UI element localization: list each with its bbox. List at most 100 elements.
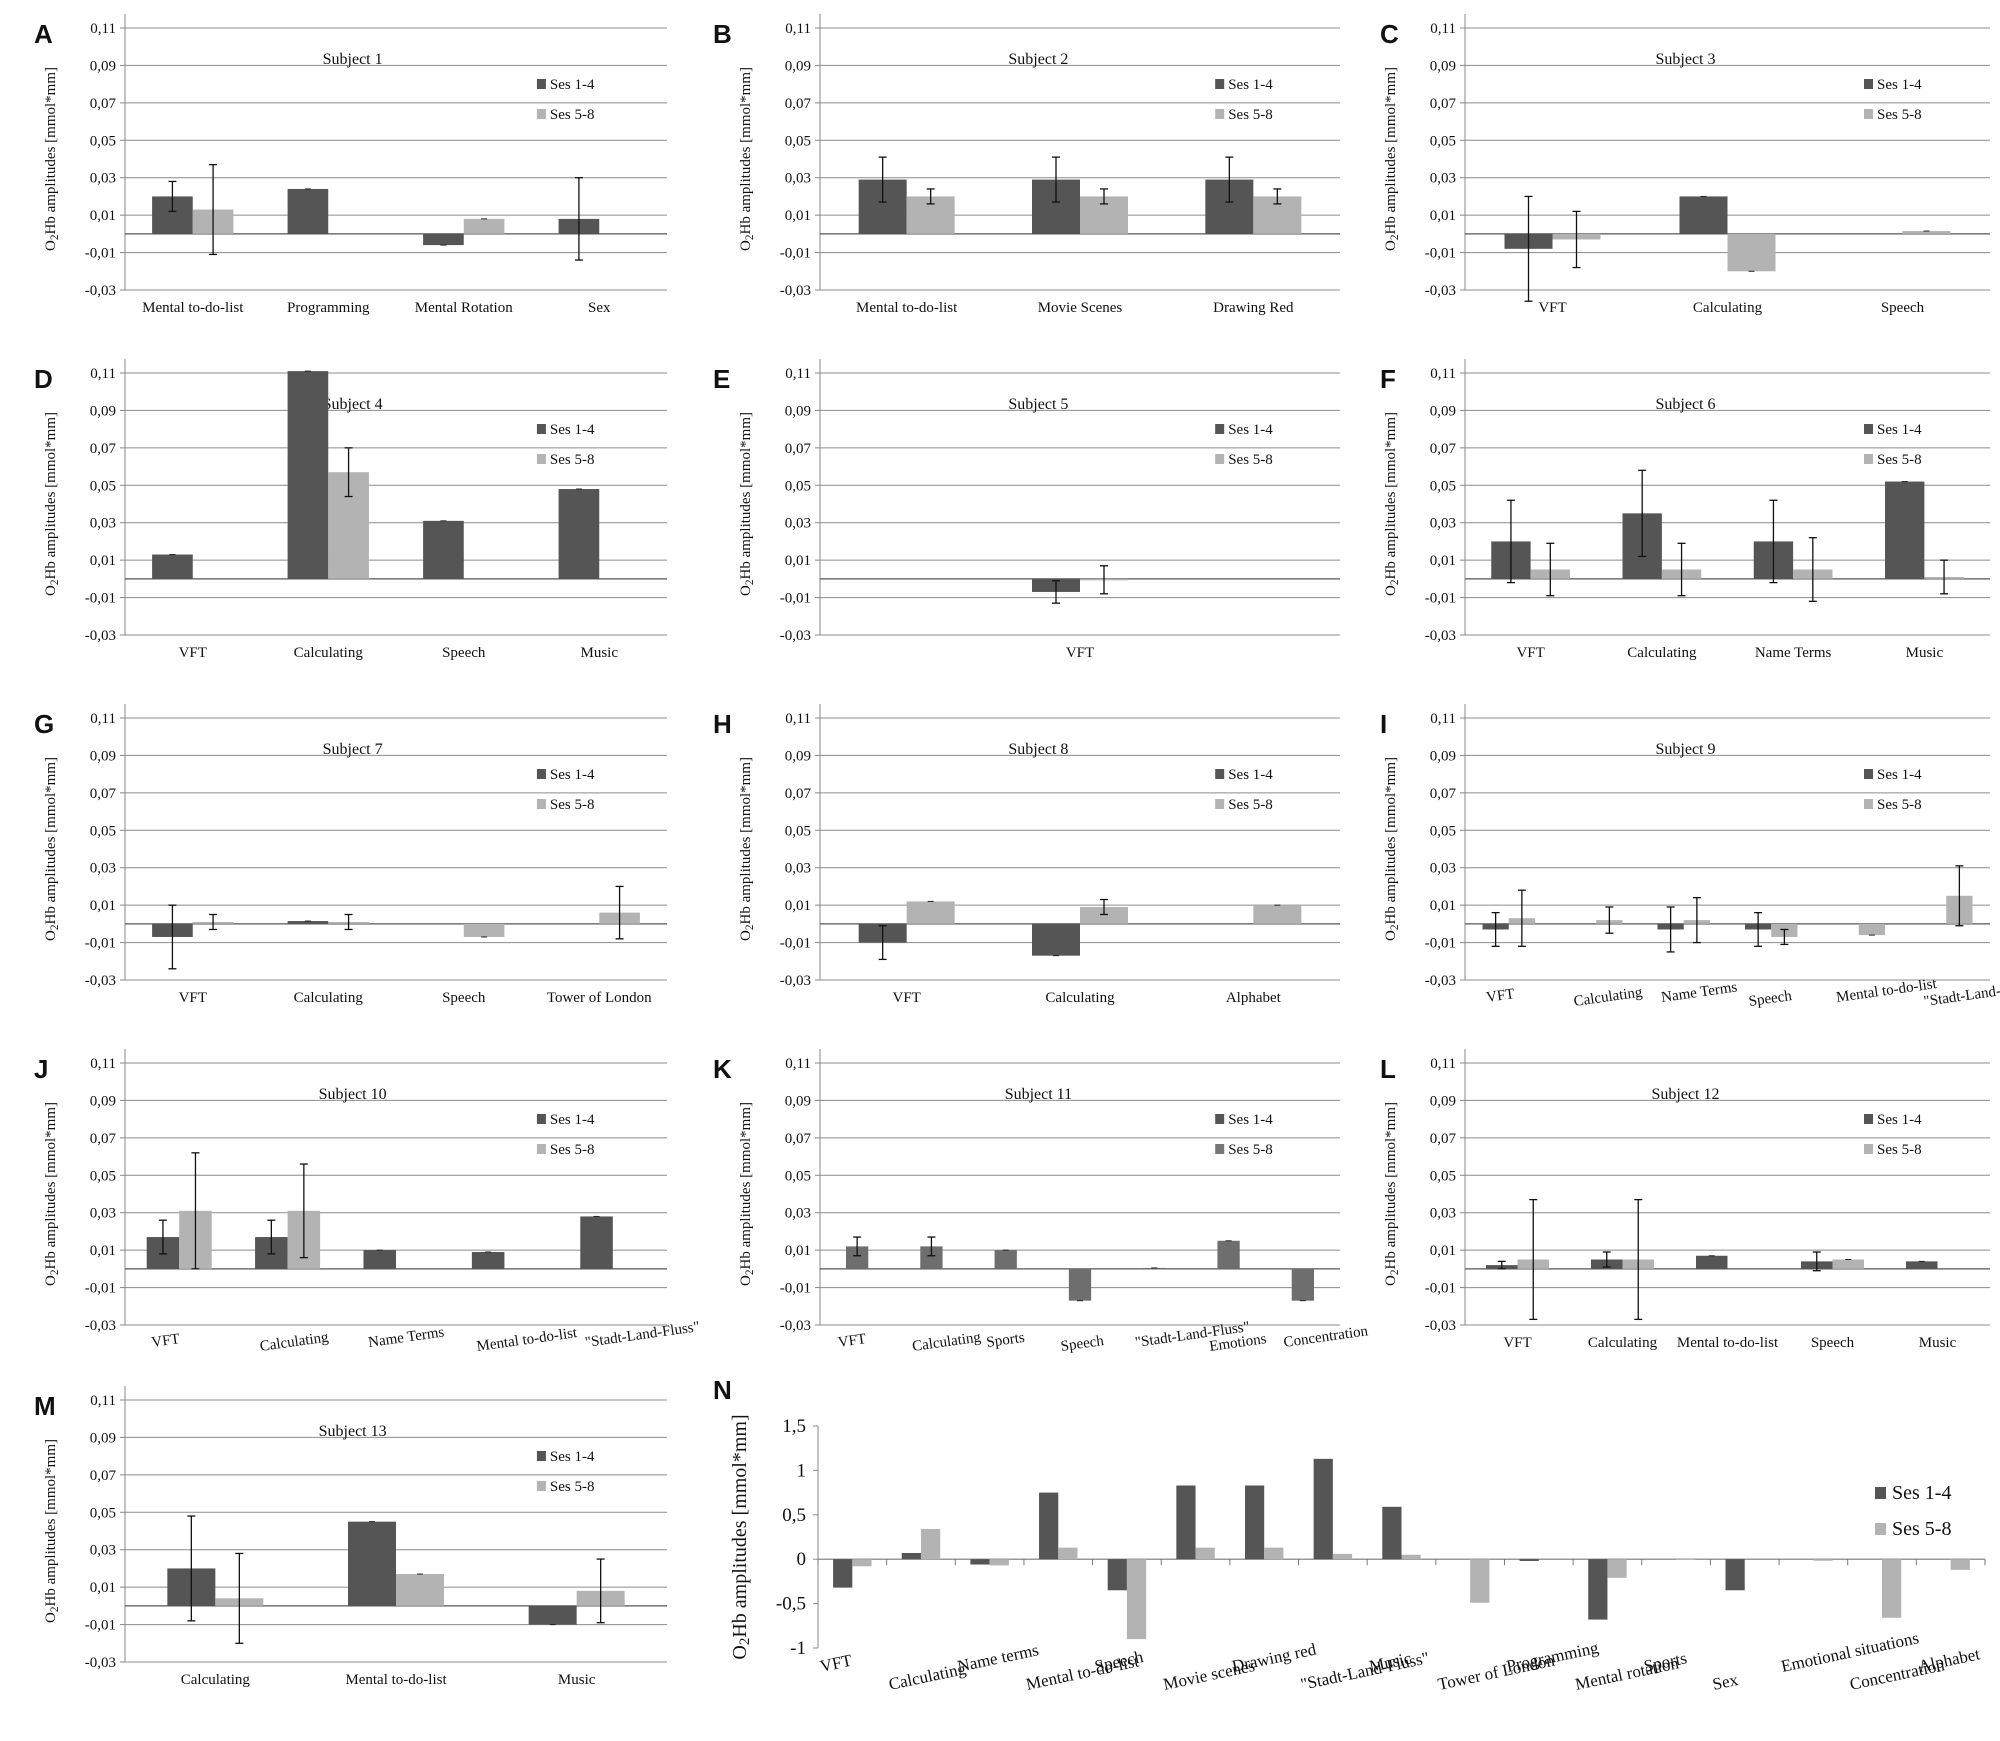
legend-swatch-ses-5-8 (1864, 799, 1873, 809)
y-tick-label: -0,01 (85, 1281, 116, 1297)
y-tick-label: 0,07 (90, 1468, 117, 1484)
x-tick-label: Programming (287, 300, 370, 316)
y-tick-label: -0,03 (85, 283, 116, 299)
x-tick-label: Tower of London (547, 990, 652, 1006)
y-axis-label: O2Hb amplitudes [mmol*mm] (43, 1102, 61, 1286)
x-tick-label: Music (581, 645, 619, 661)
x-tick-label: Sports (985, 1330, 1025, 1351)
bar-ses-5-8 (1813, 1559, 1833, 1561)
bar-ses-5-8 (906, 901, 955, 924)
bar-ses-5-8 (1332, 1553, 1353, 1560)
x-tick-label: Mental to-do-list (142, 300, 244, 316)
x-tick-label: Mental to-do-list (1677, 1335, 1779, 1351)
legend-swatch-ses-1-4 (1215, 1114, 1225, 1124)
chart-title: Subject 6 (1656, 396, 1716, 413)
x-tick-label: Calculating (259, 1329, 330, 1355)
x-tick-label: VFT (179, 645, 207, 661)
x-tick-label: Calculating (1045, 990, 1115, 1006)
x-tick-label: Name Terms (1755, 645, 1832, 661)
x-tick-label: VFT (1538, 300, 1566, 316)
y-tick-label: 0 (797, 1549, 807, 1570)
y-tick-label: 1 (797, 1460, 807, 1481)
y-tick-label: 0,05 (1430, 1168, 1456, 1184)
bar-ses-1-4 (1519, 1559, 1539, 1561)
y-tick-label: 0,07 (90, 786, 117, 802)
x-tick-label: Calculating (294, 645, 364, 661)
y-tick-label: -0,03 (780, 1318, 811, 1334)
legend-swatch-ses-5-8 (1875, 1523, 1886, 1535)
y-tick-label: 0,07 (90, 1131, 117, 1147)
y-tick-label: 0,05 (90, 133, 116, 149)
y-tick-label: 0,05 (1430, 823, 1456, 839)
legend-label-ses-5-8: Ses 5-8 (1228, 452, 1273, 468)
y-axis-label: O2Hb amplitudes [mmol*mm] (729, 1414, 753, 1659)
bar-ses-1-4 (970, 1559, 990, 1565)
y-tick-label: 0,01 (1430, 553, 1456, 569)
y-tick-label: 0,07 (90, 96, 117, 112)
y-tick-label: 0,11 (90, 21, 116, 37)
bar-ses-1-4 (1906, 1261, 1938, 1269)
y-tick-label: -0,01 (85, 1618, 116, 1634)
legend-swatch-ses-5-8 (536, 454, 546, 464)
legend-swatch-ses-5-8 (1215, 799, 1225, 809)
bar-ses-1-4 (1382, 1506, 1402, 1560)
legend-swatch-ses-1-4 (536, 769, 546, 779)
y-tick-label: 0,07 (1430, 1131, 1457, 1147)
legend-label-ses-5-8: Ses 5-8 (1892, 1518, 1951, 1540)
bar-ses-1-4 (528, 1605, 577, 1625)
bar-ses-1-4 (1588, 1559, 1608, 1620)
bar-ses-1-4 (287, 371, 329, 579)
bar-ses-1-4 (363, 1250, 396, 1269)
y-tick-label: 0,09 (785, 748, 811, 764)
y-tick-label: -0,01 (85, 591, 116, 607)
chart-title: Subject 12 (1652, 1086, 1720, 1103)
y-tick-label: -0,01 (85, 246, 116, 262)
y-tick-label: 0,07 (785, 441, 812, 457)
x-tick-label: Name Terms (1660, 979, 1738, 1006)
y-tick-label: -0,01 (1425, 591, 1456, 607)
x-tick-label: Alphabet (1226, 990, 1282, 1006)
legend-label-ses-1-4: Ses 1-4 (1228, 1112, 1273, 1128)
bar-ses-5-8 (1264, 1547, 1284, 1560)
y-axis-label: O2Hb amplitudes [mmol*mm] (738, 1102, 756, 1286)
y-tick-label: 0,03 (785, 171, 811, 187)
chart-title: Subject 4 (323, 396, 383, 413)
y-axis-label: O2Hb amplitudes [mmol*mm] (1383, 757, 1401, 941)
bar-ses-1-4 (994, 1250, 1017, 1269)
bar-ses-1-4 (423, 233, 464, 246)
chart-panel-n: N 1,5 1 0,5 0 -0,5 -1 O2Hb amplitudes [mmol*mm]… (713, 1375, 1986, 1694)
chart-panel-e: E 0,11 0,09 0,07 0,05 0,03 0,01 -0,01 -0,03 O2Hb … (713, 359, 1340, 661)
y-tick-label: 0,03 (1430, 171, 1456, 187)
x-tick-label: Sex (588, 300, 611, 316)
chart-panel-c: C 0,11 0,09 0,07 0,05 0,03 0,01 -0,01 -0,03 O2Hb … (1380, 14, 1990, 316)
legend-label-ses-1-4: Ses 1-4 (1228, 422, 1273, 438)
legend-swatch-ses-1-4 (536, 1451, 546, 1461)
y-tick-label: -0,03 (1425, 1318, 1456, 1334)
y-tick-label: 0,01 (90, 1580, 116, 1596)
x-tick-label: Speech (442, 645, 486, 661)
panel-letter: N (713, 1375, 732, 1405)
x-tick-label: Name terms (956, 1640, 1041, 1676)
y-axis-label: O2Hb amplitudes [mmol*mm] (43, 757, 61, 941)
legend-swatch-ses-5-8 (536, 1481, 546, 1491)
y-tick-label: 0,11 (1430, 1056, 1456, 1072)
y-tick-label: 0,07 (785, 1131, 812, 1147)
bar-ses-1-4 (287, 921, 329, 924)
legend-label-ses-5-8: Ses 5-8 (550, 1479, 595, 1495)
x-tick-label: Sports (1642, 1648, 1688, 1676)
x-tick-label: Music (1906, 645, 1944, 661)
x-tick-label: Speech (1881, 300, 1925, 316)
y-tick-label: 0,09 (1430, 748, 1456, 764)
legend-swatch-ses-5-8 (1215, 1144, 1225, 1154)
y-tick-label: 0,05 (1430, 478, 1456, 494)
bar-ses-1-4 (1244, 1485, 1265, 1560)
y-tick-label: 0,05 (785, 823, 811, 839)
legend-swatch-ses-5-8 (536, 1144, 546, 1154)
y-tick-label: -0,03 (1425, 973, 1456, 989)
x-tick-label: Programming (1505, 1638, 1601, 1676)
panel-letter: L (1380, 1054, 1396, 1084)
legend-swatch-ses-5-8 (1864, 109, 1873, 119)
bar-ses-1-4 (846, 1246, 869, 1269)
chart-panel-j: J 0,11 0,09 0,07 0,05 0,03 0,01 -0,01 -0,03 O2Hb … (34, 1049, 701, 1355)
legend-swatch-ses-1-4 (1864, 769, 1873, 779)
